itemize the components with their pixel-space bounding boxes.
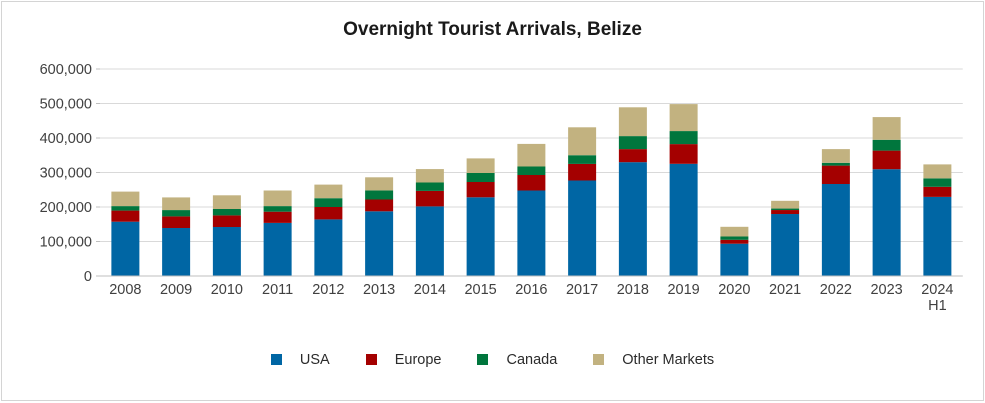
svg-text:2024: 2024 xyxy=(921,282,953,298)
svg-text:2012: 2012 xyxy=(312,282,344,298)
svg-text:2014: 2014 xyxy=(414,282,446,298)
svg-text:2015: 2015 xyxy=(464,282,496,298)
svg-text:2023: 2023 xyxy=(870,282,902,298)
svg-text:600,000: 600,000 xyxy=(40,62,92,78)
svg-text:2017: 2017 xyxy=(566,282,598,298)
svg-text:2020: 2020 xyxy=(718,282,750,298)
svg-text:2019: 2019 xyxy=(667,282,699,298)
svg-text:2011: 2011 xyxy=(262,282,293,298)
svg-text:100,000: 100,000 xyxy=(40,235,92,251)
svg-text:300,000: 300,000 xyxy=(40,166,92,182)
svg-text:2009: 2009 xyxy=(160,282,192,298)
svg-text:2013: 2013 xyxy=(363,282,395,298)
svg-text:500,000: 500,000 xyxy=(40,97,92,113)
svg-text:400,000: 400,000 xyxy=(40,131,92,147)
svg-text:0: 0 xyxy=(84,269,92,285)
svg-text:2021: 2021 xyxy=(769,282,801,298)
svg-text:H1: H1 xyxy=(928,298,947,314)
svg-text:2018: 2018 xyxy=(617,282,649,298)
svg-text:2010: 2010 xyxy=(211,282,243,298)
svg-text:2022: 2022 xyxy=(820,282,852,298)
svg-text:200,000: 200,000 xyxy=(40,200,92,216)
svg-text:2016: 2016 xyxy=(515,282,547,298)
svg-text:2008: 2008 xyxy=(109,282,141,298)
